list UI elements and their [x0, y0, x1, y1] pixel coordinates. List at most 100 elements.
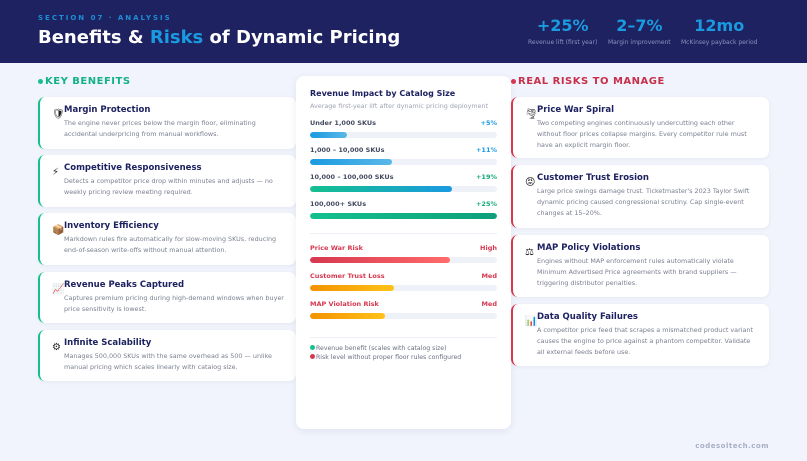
- card-title: Competitive Responsiveness: [64, 163, 202, 173]
- card-title: Margin Protection: [64, 105, 151, 115]
- page-title: Benefits & Risks of Dynamic Pricing: [38, 27, 400, 48]
- row-label: 1,000 – 10,000 SKUs: [310, 146, 385, 154]
- heading-text: REAL RISKS TO MANAGE: [518, 76, 665, 87]
- legend-item: Risk level without proper floor rules co…: [310, 353, 497, 362]
- card-title: Infinite Scalability: [64, 338, 152, 348]
- stat-label: Margin improvement: [608, 39, 671, 46]
- revenue-impact-panel: Revenue Impact by Catalog Size Average f…: [296, 76, 511, 429]
- lightning-icon: ⚡: [52, 167, 60, 178]
- stat-margin: 2–7% Margin improvement: [608, 16, 671, 46]
- stat-value: 2–7%: [616, 16, 663, 35]
- stat-value: +25%: [536, 16, 589, 35]
- panel-title: Revenue Impact by Catalog Size: [310, 89, 456, 98]
- row-label: 100,000+ SKUs: [310, 200, 367, 208]
- card-title: Price War Spiral: [537, 105, 615, 115]
- benefits-card: 📦 Inventory Efficiency Markdown rules fi…: [38, 213, 296, 265]
- risk-row: Customer Trust Loss Med: [310, 272, 497, 291]
- risk-label: MAP Violation Risk: [310, 300, 379, 308]
- risk-label: Price War Risk: [310, 244, 363, 252]
- bar-fill: [310, 285, 395, 291]
- tornado-icon: 🌪: [525, 109, 538, 120]
- bar-chart-icon: 📊: [525, 316, 538, 327]
- shield-icon: 🛡: [52, 109, 65, 120]
- row-value: +5%: [480, 119, 497, 127]
- legend-dot-icon: [310, 354, 315, 359]
- catalog-row: 10,000 – 100,000 SKUs +19%: [310, 173, 497, 192]
- card-text: Engines without MAP enforcement rules au…: [537, 257, 737, 287]
- row-value: +11%: [475, 146, 497, 154]
- risks-card: 😡 Customer Trust Erosion Large price swi…: [511, 165, 769, 228]
- bar-fill: [310, 159, 393, 165]
- stat-label: Revenue lift (first year): [528, 39, 598, 46]
- package-icon: 📦: [52, 225, 65, 236]
- card-title: Customer Trust Erosion: [537, 173, 649, 183]
- risk-row: Price War Risk High: [310, 244, 497, 263]
- bar-fill: [310, 186, 453, 192]
- card-text: Markdown rules fire automatically for sl…: [64, 235, 277, 254]
- stat-revenue-lift: +25% Revenue lift (first year): [528, 16, 597, 46]
- card-title: Inventory Efficiency: [64, 221, 159, 231]
- heading-text: KEY BENEFITS: [45, 76, 131, 87]
- risks-card: 📊 Data Quality Failures A competitor pri…: [511, 304, 769, 366]
- risks-card: 🌪 Price War Spiral Two competing engines…: [511, 97, 769, 158]
- stat-value: 12mo: [694, 16, 745, 35]
- benefits-card: 🛡 Margin Protection The engine never pri…: [38, 97, 296, 149]
- legend-text: Revenue benefit (scales with catalog siz…: [316, 345, 447, 352]
- row-label: 10,000 – 100,000 SKUs: [310, 173, 394, 181]
- bar-fill: [310, 313, 385, 319]
- card-text: The engine never prices below the margin…: [64, 119, 256, 138]
- card-text: Detects a competitor price drop within m…: [64, 177, 273, 196]
- benefits-card: ⚙ Infinite Scalability Manages 500,000 S…: [38, 330, 296, 381]
- row-value: +25%: [475, 200, 497, 208]
- risk-label: Customer Trust Loss: [310, 272, 385, 280]
- row-label: Under 1,000 SKUs: [310, 119, 377, 127]
- section-kicker: SECTION 07 · ANALYSIS: [38, 14, 172, 22]
- gear-icon: ⚙: [52, 342, 61, 353]
- dot-icon: [511, 78, 516, 84]
- footer-brand: codesoltech.com: [695, 442, 769, 450]
- benefits-card: 📈 Revenue Peaks Captured Captures premiu…: [38, 272, 296, 323]
- divider: [310, 233, 497, 234]
- catalog-row: Under 1,000 SKUs +5%: [310, 119, 497, 138]
- legend-text: Risk level without proper floor rules co…: [316, 354, 462, 361]
- bar-fill: [310, 257, 451, 263]
- risks-heading: REAL RISKS TO MANAGE: [511, 76, 665, 87]
- catalog-row: 100,000+ SKUs +25%: [310, 200, 497, 219]
- card-title: Data Quality Failures: [537, 312, 638, 322]
- title-part: Benefits &: [38, 27, 150, 48]
- bar-track: [310, 257, 497, 263]
- bar-track: [310, 186, 497, 192]
- title-part: of Dynamic Pricing: [203, 27, 401, 48]
- bar-track: [310, 313, 497, 319]
- bar-track: [310, 213, 497, 219]
- card-text: A competitor price feed that scrapes a m…: [537, 326, 753, 356]
- bar-track: [310, 285, 497, 291]
- angry-face-icon: 😡: [525, 177, 536, 188]
- stat-label: McKinsey payback period: [681, 39, 758, 46]
- risks-card: ⚖ MAP Policy Violations Engines without …: [511, 235, 769, 297]
- dot-icon: [38, 78, 43, 84]
- risk-row: MAP Violation Risk Med: [310, 300, 497, 319]
- risk-level: High: [480, 244, 497, 252]
- benefits-heading: KEY BENEFITS: [38, 76, 131, 87]
- card-text: Manages 500,000 SKUs with the same overh…: [64, 352, 272, 371]
- stat-payback: 12mo McKinsey payback period: [681, 16, 757, 46]
- risk-level: Med: [481, 272, 497, 280]
- chart-up-icon: 📈: [52, 284, 65, 295]
- card-text: Large price swings damage trust. Ticketm…: [537, 187, 750, 217]
- bar-fill: [310, 213, 497, 219]
- risk-level: Med: [481, 300, 497, 308]
- bar-track: [310, 159, 497, 165]
- title-accent: Risks: [149, 27, 204, 48]
- card-title: Revenue Peaks Captured: [64, 280, 185, 290]
- card-text: Captures premium pricing during high-dem…: [64, 294, 284, 313]
- legend-dot-icon: [310, 345, 315, 350]
- panel-subtitle: Average first-year lift after dynamic pr…: [310, 102, 489, 110]
- catalog-row: 1,000 – 10,000 SKUs +11%: [310, 146, 497, 165]
- divider: [310, 337, 497, 338]
- bar-fill: [310, 132, 348, 138]
- header: SECTION 07 · ANALYSIS Benefits & Risks o…: [0, 0, 807, 63]
- scales-icon: ⚖: [525, 247, 534, 258]
- legend-item: Revenue benefit (scales with catalog siz…: [310, 344, 497, 353]
- bar-track: [310, 132, 497, 138]
